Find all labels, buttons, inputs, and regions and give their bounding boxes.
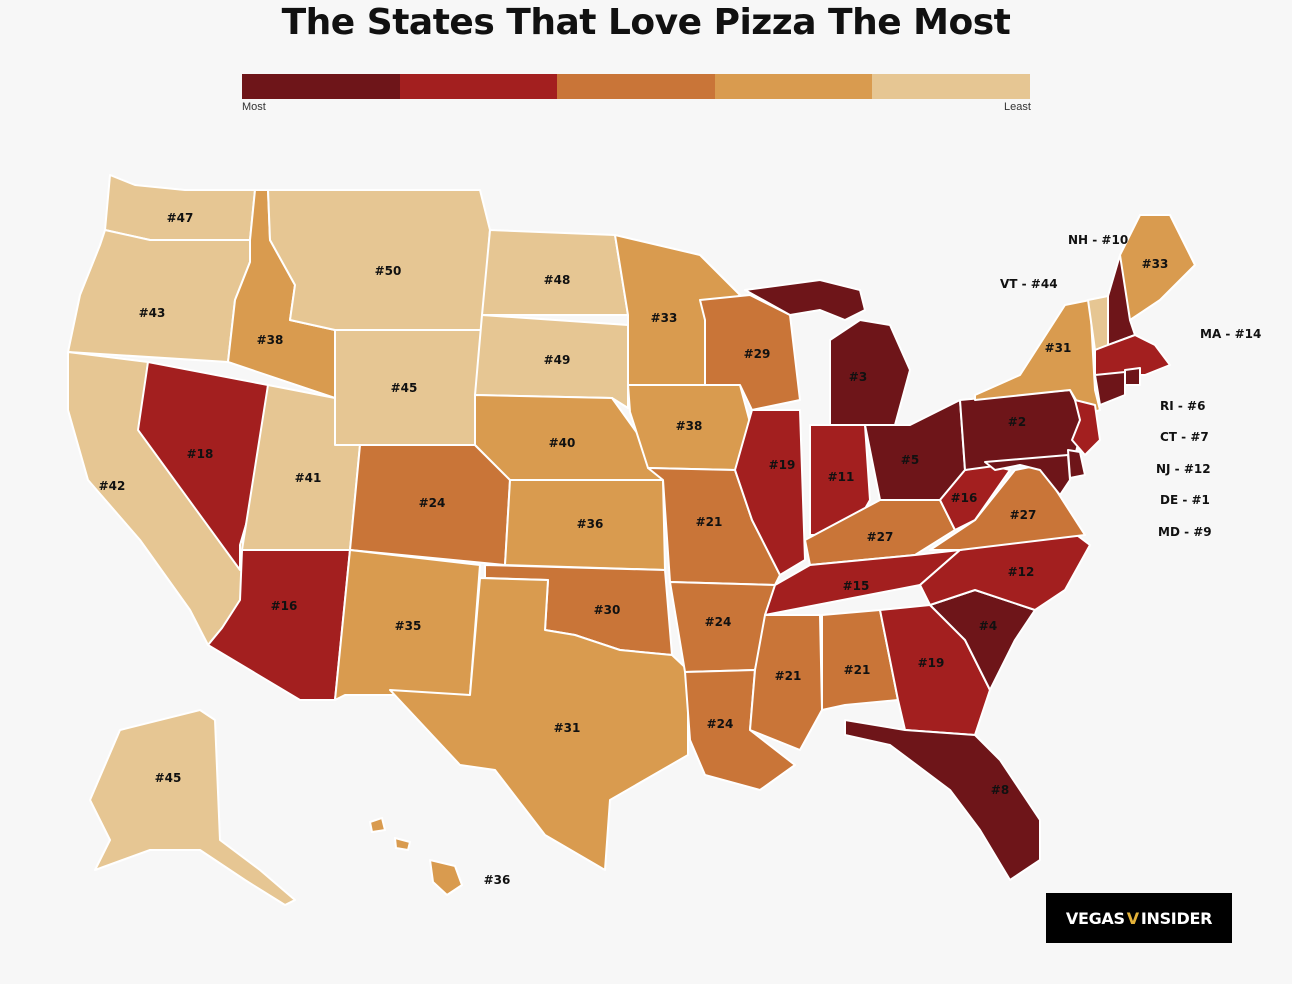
rank-label-az: #16 xyxy=(271,599,298,613)
state-ny xyxy=(974,299,1101,416)
rank-label-nc: #12 xyxy=(1008,565,1035,579)
legend-min-label: Most xyxy=(242,101,266,113)
rank-label-tx: #31 xyxy=(554,721,581,735)
rank-label-nm: #35 xyxy=(395,619,422,633)
rank-label-nv: #18 xyxy=(187,447,214,461)
rank-label-ga: #19 xyxy=(918,656,945,670)
rank-label-hi: #36 xyxy=(484,873,511,887)
callout-label-md: MD - #9 xyxy=(1158,525,1212,539)
state-fl xyxy=(844,719,1041,881)
logo-text: INSIDER xyxy=(1140,908,1213,928)
legend-swatch xyxy=(557,74,715,99)
logo-mark: V xyxy=(1126,908,1139,928)
rank-label-sd: #49 xyxy=(544,353,571,367)
rank-label-ak: #45 xyxy=(155,771,182,785)
state-hi xyxy=(369,817,463,896)
rank-label-id: #38 xyxy=(257,333,284,347)
rank-label-mn: #33 xyxy=(651,311,678,325)
state-de xyxy=(1067,449,1086,479)
legend-swatch xyxy=(399,74,558,99)
rank-label-ca: #42 xyxy=(99,479,126,493)
state-il xyxy=(734,409,806,576)
rank-label-sc: #4 xyxy=(979,619,997,633)
rank-label-mt: #50 xyxy=(375,264,402,278)
rank-label-ks: #36 xyxy=(577,517,604,531)
rank-label-mi: #3 xyxy=(849,370,867,384)
state-ak xyxy=(89,709,296,906)
rank-label-oh: #5 xyxy=(901,453,919,467)
rank-label-ar: #24 xyxy=(705,615,732,629)
legend-swatch xyxy=(714,74,873,99)
state-md xyxy=(984,454,1071,496)
callout-label-ri: RI - #6 xyxy=(1160,399,1205,413)
callout-label-ct: CT - #7 xyxy=(1160,430,1209,444)
rank-label-fl: #8 xyxy=(991,783,1009,797)
logo-text: VEGAS xyxy=(1065,908,1125,928)
rank-label-al: #21 xyxy=(844,663,871,677)
rank-label-me: #33 xyxy=(1142,257,1169,271)
state-or xyxy=(67,229,251,363)
state-ms xyxy=(749,614,823,751)
callout-label-de: DE - #1 xyxy=(1160,493,1210,507)
rank-label-wv: #16 xyxy=(951,491,978,505)
rank-label-ms: #21 xyxy=(775,669,802,683)
rank-label-ia: #38 xyxy=(676,419,703,433)
rank-label-wa: #47 xyxy=(167,211,194,225)
rank-label-tn: #15 xyxy=(843,579,870,593)
rank-label-la: #24 xyxy=(707,717,734,731)
state-al xyxy=(821,609,899,711)
rank-label-wi: #29 xyxy=(744,347,771,361)
state-nj xyxy=(1071,399,1101,456)
vegas-insider-logo: VEGAS V INSIDER xyxy=(1046,893,1232,943)
state-wa xyxy=(104,174,256,241)
rank-label-ny: #31 xyxy=(1045,341,1072,355)
callout-label-ma: MA - #14 xyxy=(1200,327,1261,341)
rank-label-ne: #40 xyxy=(549,436,576,450)
rank-label-pa: #2 xyxy=(1008,415,1026,429)
legend-max-label: Least xyxy=(1004,101,1031,113)
state-sd xyxy=(474,314,629,409)
rank-label-mo: #21 xyxy=(696,515,723,529)
state-mt xyxy=(267,189,491,331)
rank-label-or: #43 xyxy=(139,306,166,320)
rank-label-co: #24 xyxy=(419,496,446,510)
map-title: The States That Love Pizza The Most xyxy=(281,2,1011,43)
callout-label-nh: NH - #10 xyxy=(1068,233,1128,247)
rank-label-ut: #41 xyxy=(295,471,322,485)
state-ri xyxy=(1124,367,1141,386)
rank-label-ok: #30 xyxy=(594,603,621,617)
color-legend xyxy=(242,74,1030,99)
rank-label-ky: #27 xyxy=(867,530,894,544)
callout-label-vt: VT - #44 xyxy=(1000,277,1058,291)
callout-label-nj: NJ - #12 xyxy=(1156,462,1211,476)
legend-swatch xyxy=(872,74,1030,99)
state-ct xyxy=(1094,371,1126,406)
legend-swatch xyxy=(242,74,400,99)
state-nh xyxy=(1107,254,1136,346)
rank-label-in: #11 xyxy=(828,470,855,484)
rank-label-il: #19 xyxy=(769,458,796,472)
state-tx xyxy=(389,577,689,871)
rank-label-wy: #45 xyxy=(391,381,418,395)
rank-label-va: #27 xyxy=(1010,508,1037,522)
rank-label-nd: #48 xyxy=(544,273,571,287)
